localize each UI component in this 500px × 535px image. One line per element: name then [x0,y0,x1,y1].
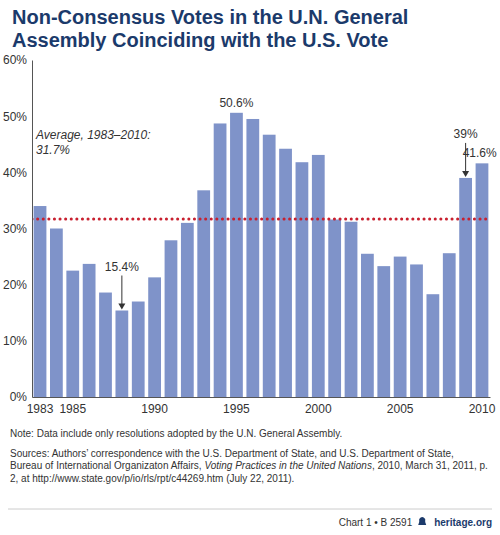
notes: Note: Data include only resolutions adop… [10,428,488,492]
y-tick-label: 60% [3,53,27,67]
y-tick-label: 10% [3,334,27,348]
label-arrowhead [462,171,469,177]
footer-site: heritage.org [434,517,492,528]
title-line: Assembly Coinciding with the U.S. Vote [12,29,388,51]
bar [443,253,456,397]
label-arrowhead [118,304,125,310]
bar [312,155,325,397]
y-tick: 20% [3,278,32,292]
footer: Chart 1 • B 2591 heritage.org [339,517,492,528]
plot-area [32,113,490,397]
footer-rule [8,509,492,510]
footer-chart-id: Chart 1 • B 2591 [339,517,413,528]
bar [34,206,47,397]
bar [459,178,472,397]
x-tick-label: 1983 [27,402,54,416]
y-tick-label: 50% [3,110,27,124]
bar [99,293,112,397]
note: Note: Data include only resolutions adop… [10,428,488,441]
y-tick-label: 40% [3,166,27,180]
y-tick: 50% [3,110,32,124]
x-tick-label: 1995 [223,402,250,416]
y-tick-label: 0% [10,390,28,404]
data-labels: 15.4% 50.6% 39% 41.6% [105,96,497,310]
y-tick-label: 20% [3,278,27,292]
bar [66,271,79,397]
bar [426,294,439,397]
bar [345,222,358,397]
data-label: 15.4% [105,260,139,274]
x-tick: 1990 [141,402,168,416]
x-tick: 2000 [305,402,332,416]
y-axis-line [32,61,33,398]
y-tick-label: 30% [3,222,27,236]
title: Non-Consensus Votes in the U.N. GeneralA… [12,6,408,51]
bar [263,135,276,397]
x-tick: 1985 [59,402,86,416]
footer-icon [418,517,426,525]
x-axis: 1983 1985 1990 1995 2000 2005 2010 [27,398,496,416]
x-axis-line [33,397,491,398]
bar [361,254,374,397]
y-tick: 40% [3,166,32,180]
average-label: Average, 1983–2010:31.7% [35,128,151,157]
x-tick-label: 1990 [141,402,168,416]
bar [197,190,210,397]
bar [476,163,489,397]
x-tick: 2010 [469,402,496,416]
x-tick: 1983 [27,402,54,416]
y-tick: 10% [3,334,32,348]
data-label: 50.6% [219,96,253,110]
bar [394,257,407,397]
x-tick: 1995 [223,402,250,416]
bar [214,123,227,397]
bar [181,223,194,397]
x-tick-label: 2010 [469,402,496,416]
data-label: 39% [454,127,478,141]
average-label-line: Average, 1983–2010: [35,128,151,142]
bar [83,264,96,397]
bar [410,264,423,397]
bar [148,277,161,397]
sources: Sources: Authors’ correspondence with th… [10,448,488,486]
x-tick: 2005 [387,402,414,416]
bar [132,302,145,397]
x-tick-label: 2005 [387,402,414,416]
average-label-line: 31.7% [36,143,70,157]
bar [230,113,243,397]
sources-part: Voting Practices in the United Nations [204,460,372,471]
bar [165,240,178,397]
bar [115,311,128,397]
bar [50,229,63,398]
y-tick: 60% [3,53,32,67]
bar [377,266,390,397]
bar [296,162,309,397]
x-tick-label: 2000 [305,402,332,416]
x-tick-label: 1985 [59,402,86,416]
bar [328,220,341,397]
average-line [32,217,490,220]
bar [279,149,292,397]
y-tick: 30% [3,222,32,236]
y-axis: 0% 10% 20% 30% 40% 50% 60% [3,53,33,404]
data-label: 41.6% [463,146,497,160]
title-line: Non-Consensus Votes in the U.N. General [12,6,408,28]
label-arrow [121,276,122,305]
bar [246,119,259,397]
